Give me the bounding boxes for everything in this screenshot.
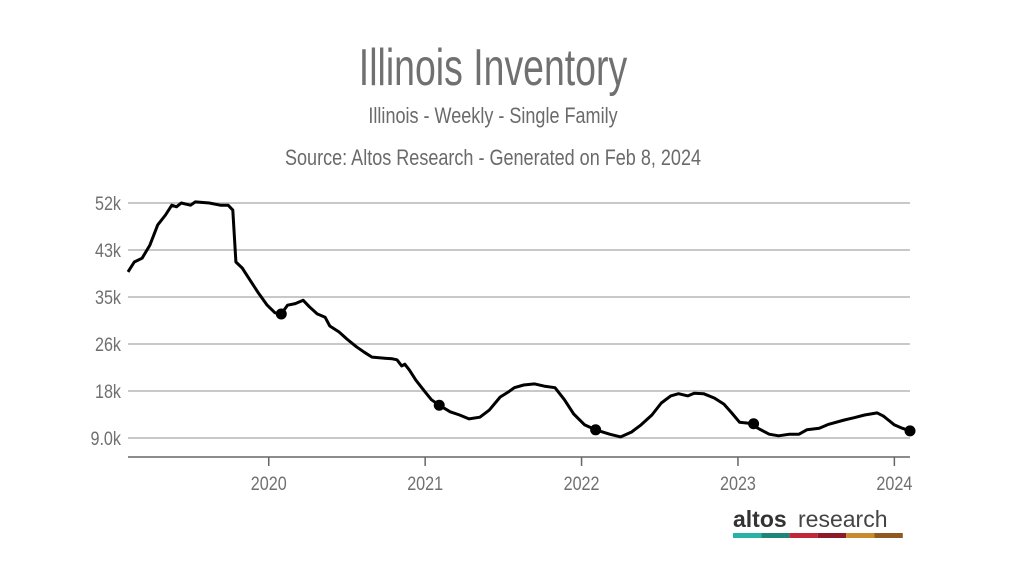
chart-title: Illinois Inventory xyxy=(359,38,628,97)
logo-text-light: research xyxy=(798,506,887,532)
y-tick-label: 35k xyxy=(95,287,121,309)
logo-bar-segment xyxy=(761,533,790,538)
chart-subtitle: Illinois - Weekly - Single Family xyxy=(368,104,618,128)
y-tick-label: 52k xyxy=(95,193,121,215)
x-tick-label: 2024 xyxy=(876,473,912,495)
chart-source: Source: Altos Research - Generated on Fe… xyxy=(285,146,701,170)
data-point-marker xyxy=(275,308,287,320)
data-point-marker xyxy=(904,425,916,437)
logo-bar-segment xyxy=(874,533,903,538)
x-tick-label: 2022 xyxy=(564,473,600,495)
y-tick-label: 43k xyxy=(95,240,121,262)
y-tick-label: 18k xyxy=(95,381,121,403)
x-tick-label: 2020 xyxy=(251,473,287,495)
logo-bar-segment xyxy=(733,533,762,538)
markers xyxy=(275,308,916,437)
logo-color-bar xyxy=(733,533,903,538)
y-tick-label: 9.0k xyxy=(90,428,121,450)
logo-bar-segment xyxy=(817,533,847,538)
x-axis: 2020 2021 2022 2023 2024 xyxy=(251,457,912,495)
x-tick-label: 2023 xyxy=(720,473,756,495)
y-axis-labels: 9.0k 18k 26k 35k 43k 52k xyxy=(90,193,121,450)
data-point-marker xyxy=(590,424,602,436)
data-point-marker xyxy=(433,399,445,411)
logo-bar-segment xyxy=(846,533,875,538)
y-tick-label: 26k xyxy=(95,334,121,356)
logo-bar-segment xyxy=(789,533,818,538)
altos-logo: altos research xyxy=(733,506,903,538)
logo-text-bold: altos xyxy=(733,506,787,532)
series-line-inventory xyxy=(126,200,911,439)
data-point-marker xyxy=(748,418,760,430)
x-tick-label: 2021 xyxy=(407,473,443,495)
grid xyxy=(128,202,910,439)
